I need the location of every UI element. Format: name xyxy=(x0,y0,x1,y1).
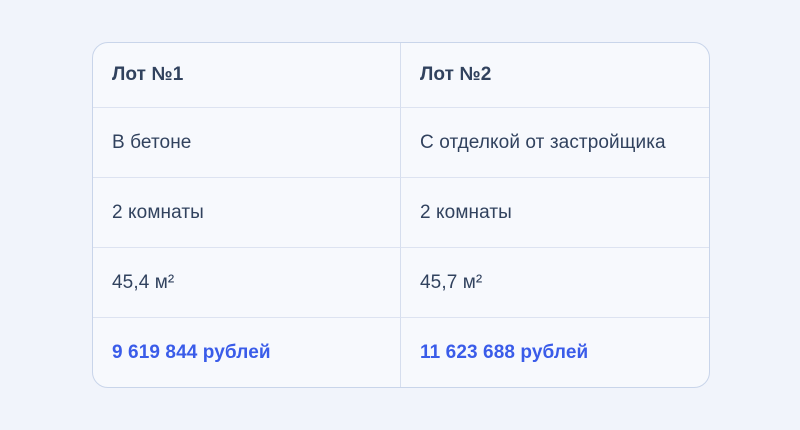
lot1-header-cell: Лот №1 xyxy=(93,43,401,108)
lot2-header-cell: Лот №2 xyxy=(401,43,709,108)
lot-comparison-table: Лот №1 Лот №2 В бетоне С отделкой от зас… xyxy=(92,42,710,388)
lot2-price-cell: 11 623 688 рублей xyxy=(420,341,589,363)
lot1-area-cell: 45,4 м² xyxy=(93,248,401,318)
lot2-finish-cell: С отделкой от застройщика xyxy=(401,108,709,178)
lot1-rooms-cell: 2 комнаты xyxy=(93,178,401,248)
lot1-price-cell: 9 619 844 рублей xyxy=(93,318,401,387)
lot2-rooms-cell: 2 комнаты xyxy=(401,178,709,248)
lot2-area-cell: 45,7 м² xyxy=(401,248,709,318)
lot1-finish-cell: В бетоне xyxy=(93,108,401,178)
